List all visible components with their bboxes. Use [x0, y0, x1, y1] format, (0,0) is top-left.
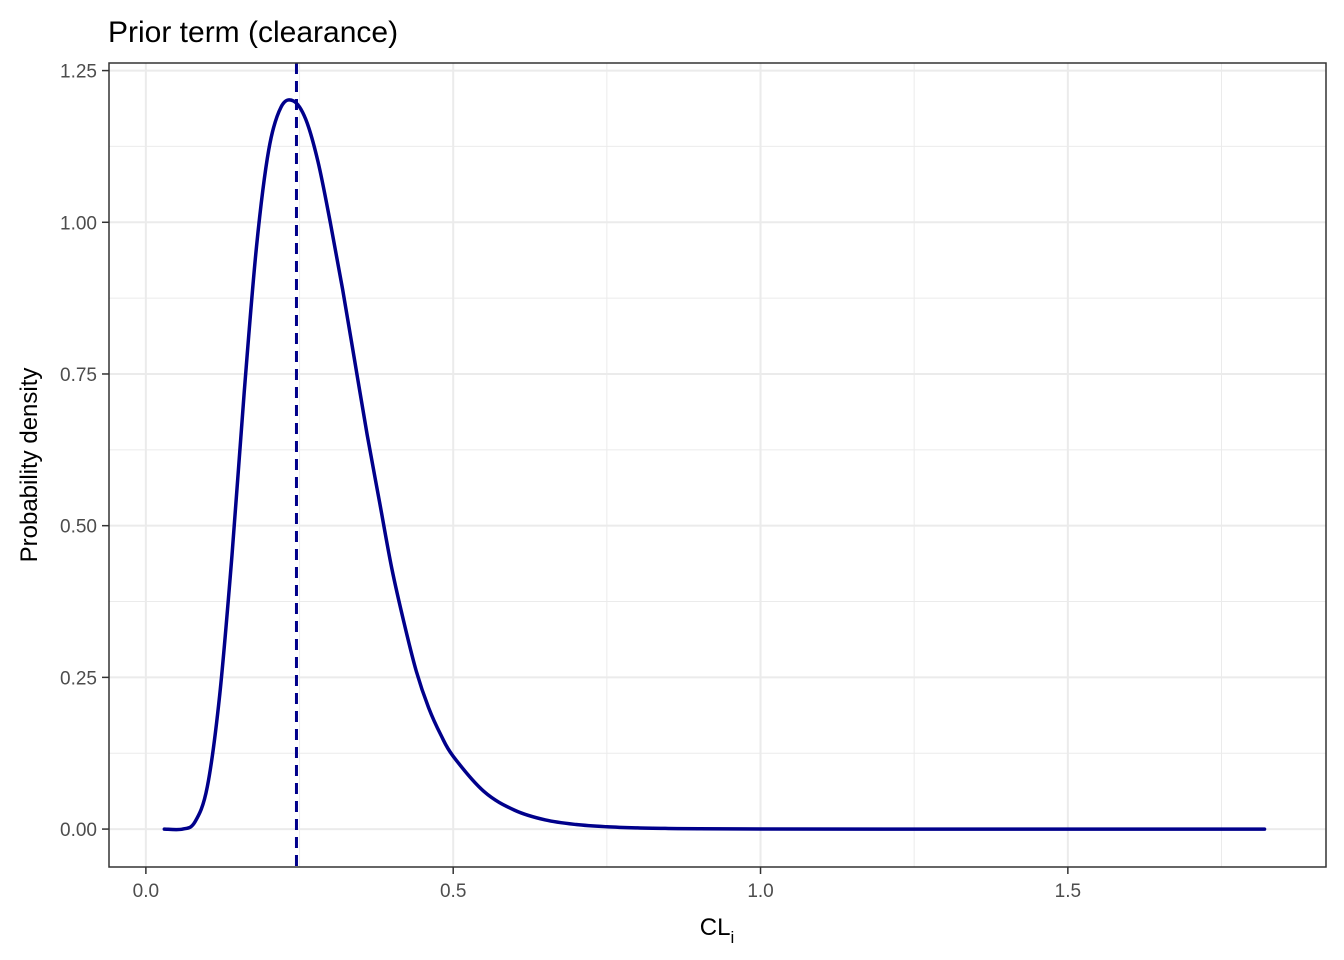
- y-tick-label: 1.25: [60, 62, 97, 83]
- y-tick-label: 0.75: [60, 365, 97, 386]
- grid-minor: [109, 63, 1326, 867]
- x-axis-title: CLi: [700, 914, 734, 947]
- series-layer: [162, 98, 1267, 832]
- x-axis-title-subscript: i: [730, 928, 734, 947]
- y-axis-ticks: 0.00 0.25 0.50 0.75 1.00 1.25: [60, 62, 109, 841]
- x-tick-label: 0.0: [133, 881, 159, 902]
- x-axis-title-main: CL: [700, 914, 731, 941]
- x-tick-label: 0.5: [440, 881, 466, 902]
- y-tick-label: 0.25: [60, 668, 97, 689]
- x-axis-ticks: 0.0 0.5 1.0 1.5: [133, 867, 1081, 902]
- x-tick-label: 1.5: [1055, 881, 1081, 902]
- grid-major: [109, 63, 1326, 867]
- y-axis-title: Probability density: [16, 368, 43, 563]
- density-curve: [162, 98, 1267, 832]
- panel-border: [108, 62, 1327, 868]
- y-tick-label: 0.00: [60, 820, 97, 841]
- x-tick-label: 1.0: [747, 881, 773, 902]
- chart-title: Prior term (clearance): [108, 16, 398, 49]
- y-tick-label: 1.00: [60, 213, 97, 234]
- y-tick-label: 0.50: [60, 517, 97, 538]
